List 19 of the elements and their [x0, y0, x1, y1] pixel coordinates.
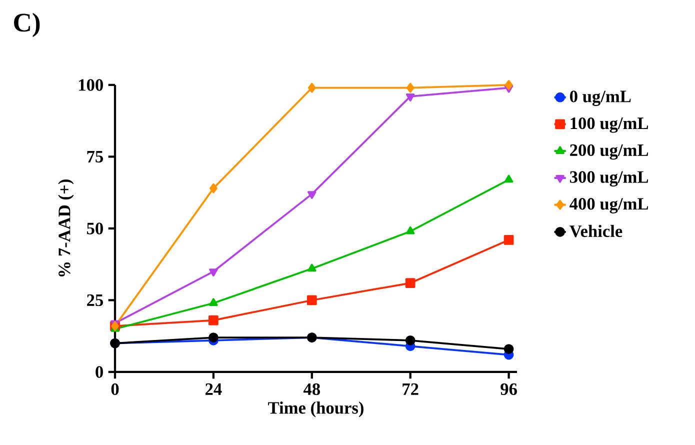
- x-tick-label: 0: [111, 383, 119, 396]
- legend-label: 0 ug/mL: [570, 90, 631, 106]
- y-tick-label: 75: [87, 150, 103, 162]
- x-tick-label: 48: [303, 383, 320, 396]
- y-axis-title: % 7-AAD (+): [58, 180, 74, 276]
- y-tick-label: 50: [86, 222, 103, 234]
- x-tick-label: 96: [500, 383, 517, 396]
- y-tick-label: 100: [79, 79, 103, 91]
- legend-label: 300 ug/mL: [570, 171, 648, 187]
- legend-label: Vehicle: [570, 224, 622, 238]
- legend-label: 100 ug/mL: [570, 117, 648, 133]
- x-tick-label: 72: [402, 383, 418, 395]
- legend-label: 200 ug/mL: [570, 144, 648, 160]
- chart-title: C): [14, 12, 40, 38]
- y-tick-label: 0: [96, 366, 103, 378]
- x-tick-label: 24: [206, 383, 222, 395]
- y-tick-label: 25: [87, 294, 103, 306]
- x-axis-title: Time (hours): [268, 402, 364, 418]
- legend-label: 400 ug/mL: [570, 198, 648, 214]
